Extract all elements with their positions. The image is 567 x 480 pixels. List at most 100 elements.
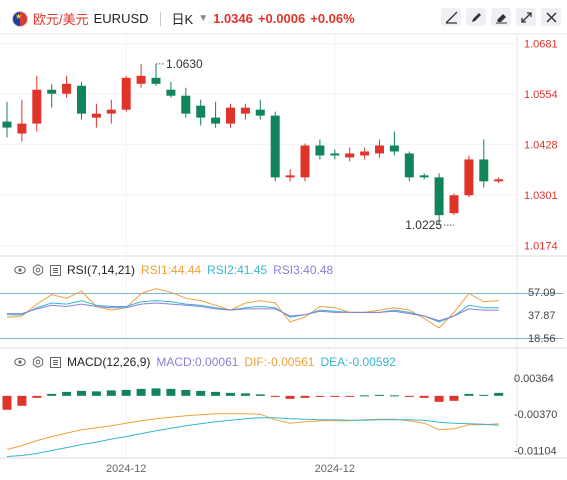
macd-histogram-bar: [494, 392, 504, 396]
rsi1-value: RSI1:44.44: [141, 263, 202, 277]
toolbar: [441, 8, 561, 26]
candle-body: [91, 113, 101, 118]
pair-name-cn[interactable]: 欧元/美元: [33, 12, 89, 27]
candle-body: [419, 175, 429, 178]
candle-body: [226, 107, 235, 124]
candle-body: [345, 153, 355, 158]
settings-icon[interactable]: [32, 356, 44, 368]
close-button[interactable]: [541, 8, 561, 26]
rsi-line-rsi1: [6, 288, 499, 329]
close-icon: [545, 11, 557, 23]
macd-histogram-bar: [91, 391, 101, 396]
candle-body: [136, 75, 146, 84]
macd-histogram-bar: [226, 392, 235, 396]
macd-tick-label: 0.00364: [514, 373, 554, 385]
rsi-header: RSI(7,14,21) RSI1:44.44 RSI2:41.45 RSI3:…: [14, 263, 333, 277]
pen-icon: [471, 12, 481, 22]
macd-histogram-bar: [479, 394, 489, 396]
macd-histogram-bar: [375, 394, 384, 396]
macd-header: MACD(12,26,9) MACD:0.00061 DIF:-0.00561 …: [14, 355, 396, 369]
macd-histogram-bar: [106, 390, 116, 396]
candle-body: [255, 109, 265, 116]
macd-histogram-bar: [47, 393, 57, 396]
macd-line-dea: [6, 417, 499, 457]
candle-body: [151, 77, 161, 84]
rsi-tick-label: 57.09: [528, 287, 556, 299]
header-left: ★ 欧元/美元 EURUSD 日K ▼ 1.0346 +0.0006 +0.06…: [12, 9, 355, 28]
eye-icon[interactable]: [14, 357, 26, 367]
price-tick-label: 1.0301: [524, 190, 558, 202]
pen-button[interactable]: [466, 8, 486, 26]
candle-body: [389, 145, 399, 152]
line-tool-icon: [445, 11, 457, 24]
rsi-params: RSI(7,14,21): [67, 263, 136, 277]
macd-histogram-bar: [136, 388, 146, 396]
macd-histogram-bar: [300, 395, 310, 398]
settings-icon[interactable]: [32, 264, 44, 276]
macd-histogram-bar: [32, 395, 42, 398]
dif-value: DIF:-0.00561: [244, 355, 315, 369]
rsi-tick-label: 18.56: [528, 333, 556, 345]
macd-histogram-bar: [240, 393, 250, 396]
candle-body: [375, 145, 384, 154]
macd-histogram-bar: [77, 390, 86, 396]
macd-histogram-bar: [17, 395, 27, 406]
macd-histogram-bar: [62, 391, 72, 396]
pair-code[interactable]: EURUSD: [93, 11, 149, 26]
macd-histogram-bar: [464, 393, 474, 396]
candle-body: [449, 195, 459, 214]
list-icon[interactable]: [50, 356, 61, 368]
eye-icon[interactable]: [14, 265, 26, 275]
fullscreen-button[interactable]: [516, 8, 536, 26]
chevron-down-icon[interactable]: ▼: [198, 13, 209, 24]
candle-body: [62, 83, 72, 94]
macd-tick-label: -0.00370: [514, 409, 557, 421]
candle-body: [211, 117, 221, 124]
candle-body: [240, 107, 250, 114]
price-tick-label: 1.0428: [524, 139, 558, 151]
macd-histogram-bar: [330, 395, 340, 397]
price-tick-label: 1.0174: [524, 240, 558, 252]
candle-body: [17, 123, 27, 134]
candle-body: [106, 109, 116, 114]
candle-body: [270, 115, 280, 178]
macd-histogram-bar: [255, 394, 265, 396]
rsi-line-rsi3: [7, 302, 499, 322]
eraser-icon: [495, 13, 507, 23]
macd-histogram-bar: [345, 395, 355, 397]
candle-body: [32, 89, 42, 124]
header-divider: [159, 11, 161, 26]
timeframe-selector[interactable]: 日K: [171, 12, 194, 27]
candle-body: [285, 175, 295, 178]
macd-histogram-bar: [419, 395, 429, 398]
candle-body: [360, 151, 370, 156]
macd-value: MACD:0.00061: [156, 355, 239, 369]
macd-tick-label: -0.01104: [514, 446, 557, 458]
candle-body: [77, 85, 86, 114]
candle-body: [196, 105, 206, 118]
macd-histogram-bar: [181, 389, 191, 396]
macd-histogram-bar: [151, 388, 161, 396]
line-tool-button[interactable]: [441, 8, 461, 26]
price-tick-label: 1.0681: [524, 39, 558, 51]
candle-body: [464, 159, 474, 196]
list-icon[interactable]: [50, 264, 61, 276]
current-price: 1.0346: [213, 11, 253, 26]
price-change: +0.0006: [257, 11, 306, 26]
candle-body: [2, 121, 12, 128]
flag-icon: ★: [12, 10, 28, 27]
macd-histogram-bar: [315, 395, 325, 397]
candle-body: [181, 95, 191, 114]
macd-histogram-bar: [121, 389, 131, 396]
price-tick-label: 1.0554: [524, 89, 558, 101]
macd-histogram-bar: [196, 390, 206, 396]
eraser-button[interactable]: [491, 8, 511, 26]
low-annotation: 1.0225: [405, 218, 442, 232]
rsi3-value: RSI3:40.48: [273, 263, 334, 277]
candle-body: [404, 153, 414, 178]
high-annotation: 1.0630: [166, 57, 203, 71]
macd-histogram-bar: [360, 395, 370, 397]
candle-body: [434, 177, 444, 216]
